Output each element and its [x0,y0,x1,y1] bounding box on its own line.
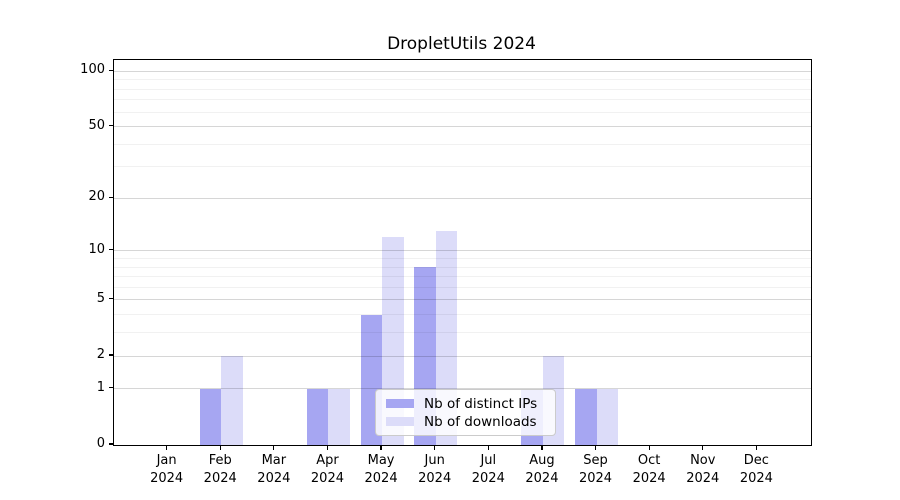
y-tick-label-50: 50 [88,117,105,133]
x-tick-jan [166,445,168,450]
x-tick-label-dec: Dec 2024 [739,453,773,486]
y-tick-label-0: 0 [96,436,105,451]
x-tick-label-sep: Sep 2024 [578,453,613,486]
x-tick-dec [755,445,757,450]
x-tick-mar [273,445,275,450]
x-tick-label-jun: Jun 2024 [418,453,452,486]
x-tick-nov [702,445,704,450]
legend-label-1: Nb of downloads [424,413,537,430]
y-tick-10 [108,249,113,251]
x-tick-feb [219,445,221,450]
bar-downloads-sep [596,388,619,445]
bar-downloads-apr [328,388,350,445]
bar-downloads-feb [221,356,243,445]
y-tick-50 [108,124,113,127]
y-tick-label-100: 100 [80,62,105,78]
y-tick-5 [108,298,113,300]
bars-layer [114,60,811,445]
x-tick-label-jul: Jul 2024 [471,453,505,486]
plot-area [113,59,812,446]
x-tick-label-mar: Mar 2024 [257,453,291,486]
x-tick-label-nov: Nov 2024 [686,453,720,486]
x-tick-label-may: May 2024 [364,453,398,486]
y-tick-label-1: 1 [96,379,105,395]
y-tick-100 [108,69,113,71]
legend: Nb of distinct IPs Nb of downloads [375,389,556,436]
x-tick-aug [541,445,543,450]
x-tick-oct [648,445,650,450]
legend-swatch-downloads [386,417,414,426]
x-tick-label-feb: Feb 2024 [203,453,237,486]
bar-distinct-ips-apr [306,388,329,445]
y-tick-label-20: 20 [88,189,105,205]
y-tick-2 [108,354,113,356]
x-tick-may [380,445,382,450]
y-tick-label-5: 5 [96,290,105,306]
x-tick-sep [594,445,597,450]
y-tick-1 [108,387,113,389]
x-tick-label-oct: Oct 2024 [632,453,666,486]
x-tick-label-aug: Aug 2024 [525,453,559,486]
bar-distinct-ips-sep [575,388,597,445]
x-tick-apr [326,445,329,450]
bar-distinct-ips-feb [199,388,222,445]
y-tick-label-10: 10 [88,241,105,257]
x-tick-label-apr: Apr 2024 [310,453,344,486]
legend-entry-0: Nb of distinct IPs [386,395,545,413]
chart-title: DropletUtils 2024 [387,34,536,54]
x-tick-jul [487,445,489,450]
x-tick-jun [434,445,436,450]
legend-swatch-distinct-ips [386,399,414,408]
x-tick-label-jan: Jan 2024 [150,453,184,486]
legend-entry-1: Nb of downloads [386,413,545,431]
legend-label-0: Nb of distinct IPs [424,395,538,412]
y-tick-20 [108,196,113,198]
y-tick-label-2: 2 [96,347,105,362]
y-tick-0 [108,443,113,445]
